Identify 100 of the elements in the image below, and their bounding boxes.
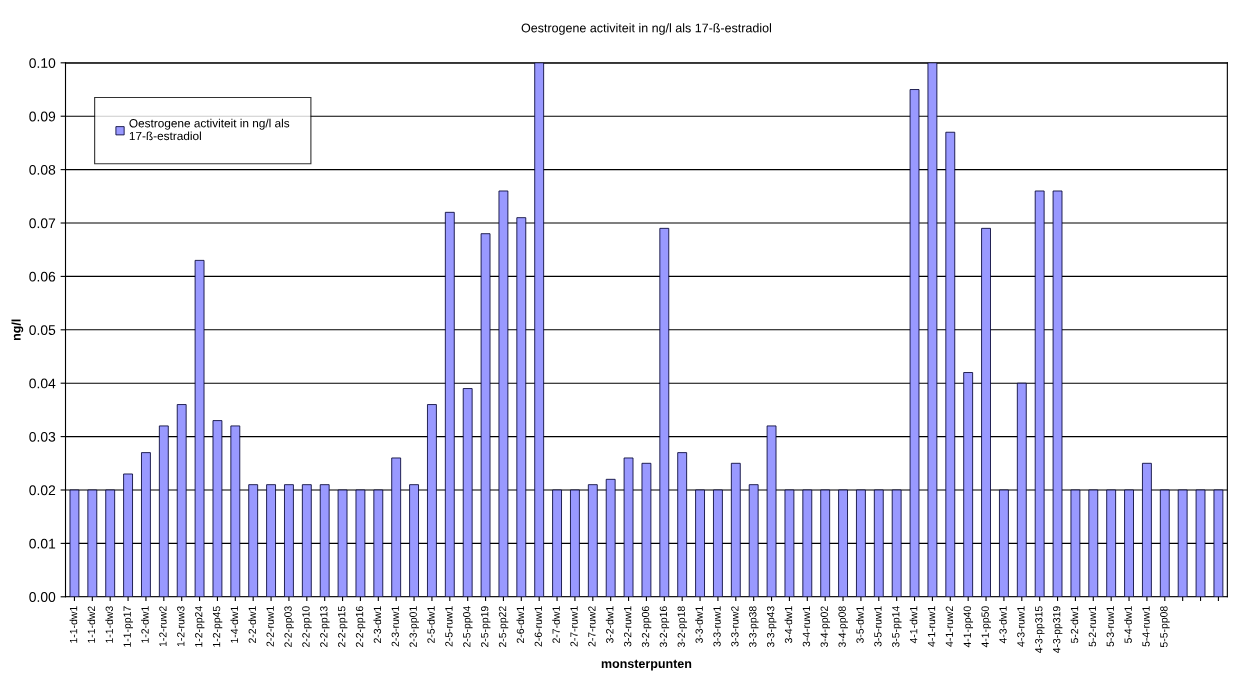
- bar: [963, 372, 974, 597]
- x-tick-label: 2-7-dw1: [552, 606, 560, 643]
- bar: [391, 457, 402, 597]
- x-tick-label: 2-2-ruw1: [266, 606, 274, 647]
- bar: [927, 62, 938, 597]
- bar: [999, 489, 1009, 597]
- bar: [212, 420, 223, 597]
- bar: [141, 452, 151, 597]
- x-tick-label: 1-2-pp45: [212, 606, 223, 647]
- bar: [373, 489, 384, 597]
- y-tick-label: 0.09: [29, 111, 56, 122]
- x-tick-label: 2-2-dw1: [248, 606, 256, 643]
- x-tick-label: 4-3-ruw1: [1017, 606, 1025, 647]
- bar: [1106, 489, 1117, 597]
- bar: [677, 452, 688, 597]
- bar: [462, 388, 473, 597]
- x-tick-label: 1-1-dw3: [105, 606, 113, 643]
- x-tick-label: 3-4-pp02: [820, 606, 831, 648]
- bar: [695, 489, 705, 597]
- x-tick-label: 2-3-ruw1: [391, 606, 399, 647]
- x-tick-label: 3-4-pp08: [838, 606, 848, 648]
- bar: [587, 484, 598, 597]
- bar: [427, 404, 437, 597]
- x-tick-label: 3-2-ruw1: [623, 606, 632, 647]
- x-tick-label: 1-2-dw1: [141, 606, 149, 643]
- bar: [266, 484, 276, 597]
- bar: [87, 489, 98, 597]
- x-tick-label: 1-1-dw1: [69, 606, 78, 643]
- bar: [641, 462, 652, 597]
- x-tick-label: 3-3-dw1: [695, 606, 703, 644]
- x-tick-label: 2-5-pp22: [498, 606, 509, 647]
- y-tick-label: 0.07: [29, 218, 56, 229]
- x-tick-label: 5-2-dw1: [1070, 606, 1079, 644]
- x-tick-label: 2-5-pp19: [480, 606, 491, 647]
- x-tick-label: 5-4-ruw1: [1142, 606, 1150, 647]
- x-tick-label: 3-2-dw1: [605, 606, 614, 644]
- x-tick-label: 4-1-ruw2: [945, 606, 954, 647]
- bar: [1177, 489, 1188, 597]
- x-tick-label: 4-1-ruw1: [927, 606, 936, 647]
- bar: [516, 217, 527, 597]
- x-tick-label: 1-2-pp24: [194, 606, 205, 647]
- x-tick-label: 1-4-dw1: [230, 606, 239, 643]
- bar: [552, 489, 562, 597]
- bar: [766, 425, 777, 597]
- x-tick-label: 2-3-pp01: [409, 606, 419, 647]
- x-tick-label: 2-6-dw1: [516, 606, 525, 643]
- x-tick-label: 5-3-ruw1: [1106, 606, 1114, 647]
- bar: [248, 484, 259, 597]
- x-tick-label: 2-5-pp04: [463, 606, 473, 647]
- x-tick-label: 3-3-ruw2: [731, 606, 739, 647]
- y-tick-label: 0.00: [29, 592, 56, 602]
- bar: [659, 227, 670, 597]
- bar: [1016, 382, 1027, 597]
- bar: [748, 484, 759, 597]
- bar: [301, 484, 312, 597]
- bar: [284, 484, 294, 597]
- bar: [337, 489, 348, 597]
- x-tick-label: 3-2-pp18: [677, 606, 688, 648]
- x-tick-label: 3-5-dw1: [856, 606, 864, 644]
- x-tick-label: 1-1-dw2: [87, 606, 96, 643]
- bar: [802, 489, 813, 597]
- legend-label: Oestrogene activiteit in ng/l als 17-ß-estradiol: [129, 118, 290, 141]
- bar: [623, 457, 634, 597]
- y-tick-label: 0.04: [29, 378, 56, 389]
- x-tick-label: 5-5-pp08: [1160, 606, 1170, 648]
- x-tick-label: 3-3-ruw1: [713, 606, 721, 647]
- y-tick-label: 0.03: [29, 431, 56, 442]
- x-tick-label: 4-1-pp40: [963, 606, 974, 648]
- x-tick-label: 2-2-pp16: [355, 606, 366, 647]
- bar: [713, 489, 723, 597]
- bar: [1195, 489, 1206, 597]
- bar: [69, 489, 80, 597]
- bar: [444, 211, 455, 597]
- bar: [230, 425, 241, 597]
- x-tick-label: 3-4-dw1: [784, 606, 793, 644]
- bar: [1088, 489, 1099, 597]
- x-tick-label: 1-2-ruw2: [159, 606, 167, 647]
- bar: [1159, 489, 1170, 597]
- bar: [945, 131, 956, 597]
- bar: [1052, 190, 1063, 597]
- x-tick-label: 3-5-pp14: [892, 606, 902, 648]
- bar: [1142, 462, 1152, 597]
- y-tick-label: 0.01: [29, 538, 56, 549]
- bar: [409, 484, 419, 597]
- bar: [605, 478, 616, 597]
- x-tick-label: 4-3-pp319: [1052, 606, 1063, 654]
- bar: [498, 190, 509, 597]
- bar: [1070, 489, 1081, 597]
- x-tick-label: 4-3-pp315: [1035, 606, 1045, 654]
- x-tick-label: 2-7-ruw1: [570, 606, 578, 647]
- bar: [158, 425, 169, 597]
- chart-title: Oestrogene activiteit in ng/l als 17-ß-estradiol: [521, 23, 772, 35]
- bar: [891, 489, 902, 597]
- x-tick-label: 3-5-ruw1: [874, 606, 882, 647]
- bar: [176, 404, 187, 597]
- x-tick-label: 2-2-pp13: [320, 606, 330, 647]
- bar: [123, 473, 133, 597]
- x-tick-label: 2-2-pp10: [302, 606, 312, 647]
- bar: [534, 62, 545, 597]
- x-tick-label: 2-3-dw1: [373, 606, 382, 643]
